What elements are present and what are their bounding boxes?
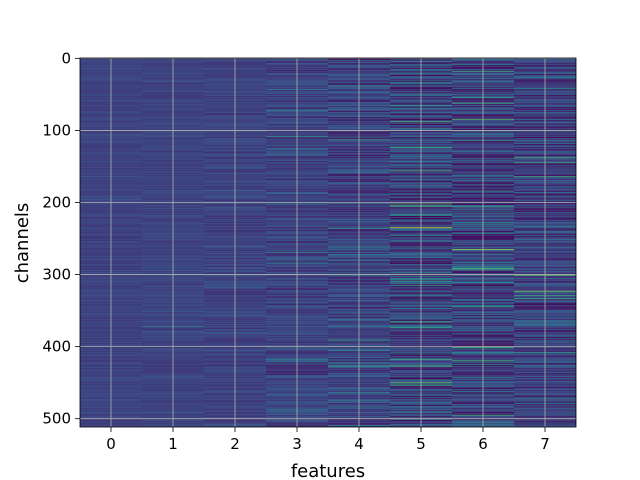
x-axis-ticks: 0 1 2 3 4 5 6 7 [106, 427, 550, 453]
heatmap-cells [80, 58, 576, 427]
x-tick-label: 3 [292, 435, 302, 453]
x-tick-label: 1 [168, 435, 178, 453]
grid-lines [80, 57, 576, 427]
plot-frame [79, 57, 577, 428]
y-axis-ticks: 0 100 200 300 400 500 [42, 49, 80, 428]
x-tick-label: 5 [416, 435, 426, 453]
y-tick-label: 300 [42, 266, 71, 284]
x-tick-label: 4 [354, 435, 364, 453]
y-tick-label: 400 [42, 338, 71, 356]
y-tick-label: 500 [42, 410, 71, 428]
y-tick-label: 0 [61, 49, 71, 67]
x-tick-label: 0 [106, 435, 116, 453]
x-tick-label: 2 [230, 435, 240, 453]
y-axis-label: channels [12, 203, 33, 284]
x-axis-label: features [291, 461, 365, 480]
y-tick-label: 200 [42, 194, 71, 212]
x-tick-label: 7 [540, 435, 550, 453]
y-tick-label: 100 [42, 121, 71, 139]
x-tick-label: 6 [478, 435, 488, 453]
